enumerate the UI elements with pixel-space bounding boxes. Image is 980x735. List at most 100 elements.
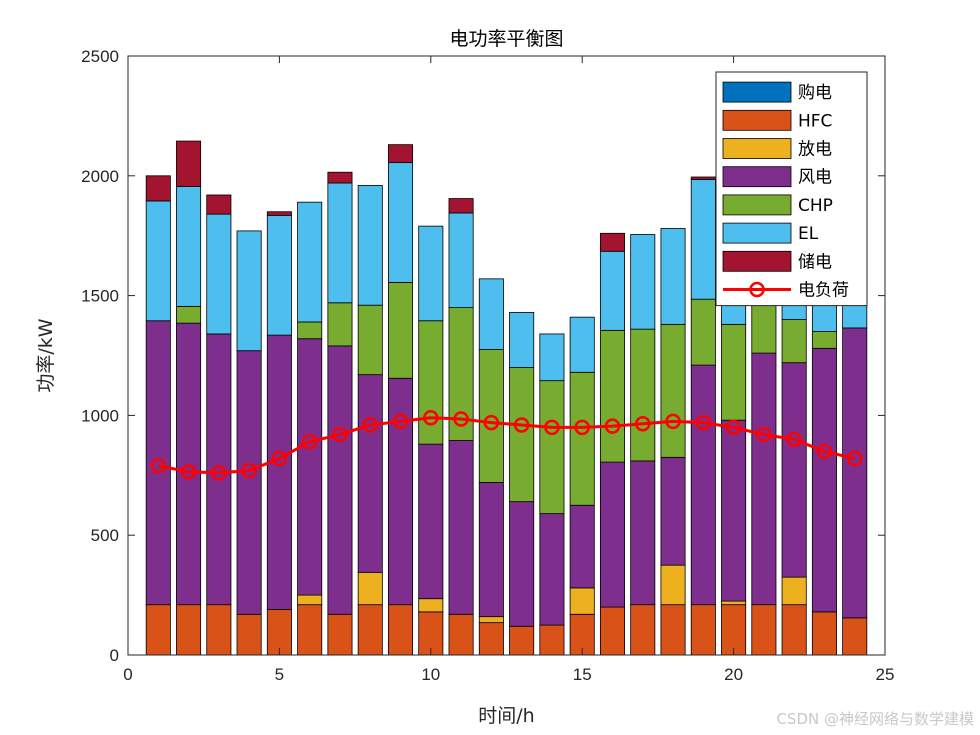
bar-segment-储电-t11 bbox=[448, 198, 474, 214]
bar-segment-EL-t12 bbox=[478, 278, 504, 350]
bar-segment-HFC-t7 bbox=[327, 613, 353, 656]
load-marker-t10 bbox=[423, 410, 439, 426]
load-marker-t9 bbox=[392, 413, 409, 430]
load-marker-t23 bbox=[816, 443, 833, 460]
bar-segment-储电-t7 bbox=[327, 171, 353, 184]
bar-segment-CHP-t10 bbox=[418, 320, 444, 445]
bar-segment-EL-t18 bbox=[660, 228, 686, 325]
y-tick-label: 500 bbox=[91, 526, 119, 545]
bar-segment-EL-t1 bbox=[145, 200, 171, 322]
load-marker-t5 bbox=[271, 450, 288, 467]
bar-segment-风电-t4 bbox=[236, 350, 262, 615]
x-tick-label: 10 bbox=[421, 665, 440, 684]
bar-segment-HFC-t4 bbox=[236, 613, 262, 656]
bar-segment-CHP-t2 bbox=[176, 305, 202, 324]
load-marker-t20 bbox=[725, 419, 742, 436]
load-marker-t14 bbox=[544, 419, 560, 436]
bar-segment-HFC-t14 bbox=[539, 624, 565, 656]
bar-segment-风电-t19 bbox=[690, 364, 716, 606]
load-marker-t12 bbox=[483, 414, 500, 431]
bar-segment-HFC-t11 bbox=[448, 613, 474, 656]
x-tick-label: 15 bbox=[573, 665, 592, 684]
bar-segment-风电-t5 bbox=[266, 334, 292, 610]
bar-segment-EL-t17 bbox=[630, 234, 656, 330]
bar-segment-风电-t18 bbox=[660, 456, 686, 566]
bar-segment-HFC-t17 bbox=[630, 604, 656, 656]
x-tick-label: 5 bbox=[275, 665, 284, 684]
bar-segment-CHP-t23 bbox=[811, 331, 837, 349]
bar-segment-HFC-t18 bbox=[660, 604, 686, 656]
x-tick-label: 0 bbox=[123, 665, 132, 684]
bar-segment-风电-t20 bbox=[721, 419, 747, 602]
bar-segment-EL-t15 bbox=[569, 316, 595, 373]
bar-segment-HFC-t8 bbox=[357, 604, 383, 656]
legend-label-风电: 风电 bbox=[798, 168, 832, 188]
bar-segment-风电-t16 bbox=[599, 461, 625, 608]
load-marker-t21 bbox=[756, 426, 772, 443]
bar-segment-风电-t22 bbox=[781, 362, 807, 578]
legend-label-EL: EL bbox=[798, 224, 819, 244]
legend-label-放电: 放电 bbox=[798, 140, 832, 160]
bar-segment-风电-t8 bbox=[357, 374, 383, 573]
bar-segment-CHP-t14 bbox=[539, 380, 565, 515]
bar-segment-放电-t18 bbox=[660, 564, 686, 606]
bar-segment-HFC-t23 bbox=[811, 611, 837, 656]
legend-swatch-load-marker bbox=[749, 281, 765, 298]
bar-segment-储电-t3 bbox=[206, 194, 232, 215]
bar-segment-风电-t23 bbox=[811, 347, 837, 613]
bar-segment-风电-t7 bbox=[327, 345, 353, 615]
bar-segment-储电-t9 bbox=[388, 144, 414, 164]
bar-segment-风电-t14 bbox=[539, 513, 565, 626]
load-marker-t16 bbox=[604, 418, 621, 434]
bar-segment-CHP-t19 bbox=[690, 298, 716, 366]
bar-segment-放电-t8 bbox=[357, 571, 383, 606]
bar-segment-放电-t15 bbox=[569, 587, 595, 615]
legend-swatch-HFC bbox=[722, 109, 792, 131]
bar-segment-CHP-t13 bbox=[509, 367, 535, 503]
bar-segment-风电-t13 bbox=[509, 501, 535, 627]
watermark: CSDN @神经网络与数学建模 bbox=[776, 710, 974, 728]
bar-segment-CHP-t16 bbox=[599, 329, 625, 463]
load-marker-t15 bbox=[574, 419, 590, 436]
bar-segment-风电-t12 bbox=[478, 482, 504, 618]
legend-swatch-储电 bbox=[722, 250, 792, 272]
bar-segment-EL-t19 bbox=[690, 178, 716, 300]
bar-segment-风电-t9 bbox=[388, 377, 414, 606]
load-marker-t24 bbox=[846, 450, 863, 467]
bar-segment-HFC-t1 bbox=[145, 604, 171, 656]
bar-segment-EL-t6 bbox=[297, 201, 323, 323]
bar-segment-HFC-t21 bbox=[751, 604, 777, 656]
bar-segment-EL-t9 bbox=[388, 162, 414, 283]
bar-segment-储电-t16 bbox=[599, 232, 625, 252]
x-axis-title: 时间/h bbox=[478, 705, 534, 727]
bar-segment-HFC-t22 bbox=[781, 604, 807, 656]
load-marker-t17 bbox=[635, 416, 651, 432]
legend-swatch-CHP bbox=[722, 194, 792, 216]
load-marker-t11 bbox=[453, 411, 469, 427]
legend-label-储电: 储电 bbox=[798, 252, 832, 272]
bar-segment-HFC-t5 bbox=[266, 609, 292, 656]
y-tick-label: 0 bbox=[110, 646, 119, 665]
load-marker-t22 bbox=[786, 431, 802, 448]
bar-segment-风电-t10 bbox=[418, 443, 444, 600]
bar-segment-CHP-t6 bbox=[297, 321, 323, 340]
load-marker-t7 bbox=[332, 426, 348, 443]
load-marker-t18 bbox=[665, 413, 681, 430]
bar-segment-风电-t6 bbox=[297, 338, 323, 596]
legend-swatch-EL bbox=[722, 222, 792, 244]
bar-segment-CHP-t22 bbox=[781, 319, 807, 364]
legend-label-CHP: CHP bbox=[798, 196, 833, 216]
bar-segment-放电-t12 bbox=[478, 616, 504, 624]
bar-segment-CHP-t20 bbox=[721, 323, 747, 421]
legend-swatch-购电 bbox=[722, 81, 792, 103]
chart-title: 电功率平衡图 bbox=[449, 28, 563, 50]
bar-segment-CHP-t18 bbox=[660, 323, 686, 458]
bar-segment-HFC-t12 bbox=[478, 622, 504, 656]
x-tick-label: 20 bbox=[724, 665, 743, 684]
load-marker-t19 bbox=[695, 414, 712, 431]
bar-segment-HFC-t19 bbox=[690, 604, 716, 656]
load-marker-t8 bbox=[362, 417, 378, 433]
axis-ticks: 0 5 10 15 20 25 0 500 1000 1500 2000 2500 bbox=[81, 47, 894, 684]
bar-segment-放电-t6 bbox=[297, 594, 323, 606]
bar-segment-EL-t2 bbox=[176, 186, 202, 307]
